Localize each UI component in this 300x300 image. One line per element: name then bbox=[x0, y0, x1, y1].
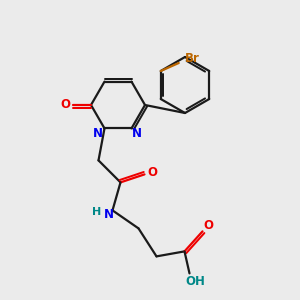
Text: O: O bbox=[148, 166, 158, 179]
Text: N: N bbox=[92, 127, 103, 140]
Text: O: O bbox=[203, 219, 214, 232]
Text: Br: Br bbox=[185, 52, 200, 65]
Text: H: H bbox=[92, 207, 101, 218]
Text: N: N bbox=[131, 127, 142, 140]
Text: OH: OH bbox=[186, 275, 206, 288]
Text: N: N bbox=[103, 208, 113, 221]
Text: O: O bbox=[60, 98, 70, 110]
